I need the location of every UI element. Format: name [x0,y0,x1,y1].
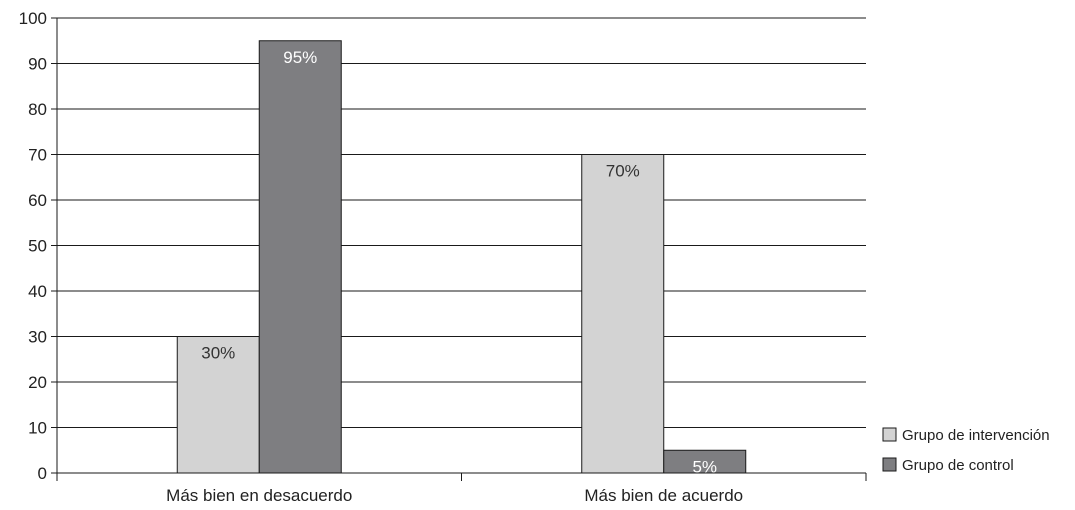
bar [663,449,747,474]
y-tick-label: 70 [28,146,47,165]
y-tick-label: 40 [28,282,47,301]
data-label: 30% [201,344,235,363]
x-category-label: Más bien en desacuerdo [166,486,352,505]
y-tick-label: 10 [28,419,47,438]
legend: Grupo de intervención Grupo de control [882,427,1050,474]
y-tick-label: 80 [28,100,47,119]
data-label: 95% [283,48,317,67]
y-tick-label: 30 [28,328,47,347]
x-category-label: Más bien de acuerdo [584,486,743,505]
y-tick-label: 100 [19,9,47,28]
data-label: 5% [692,457,717,476]
bar [258,40,342,474]
y-tick-label: 60 [28,191,47,210]
data-label: 70% [606,162,640,181]
legend-swatch [882,457,897,472]
y-tick-label: 20 [28,373,47,392]
bars [176,40,747,474]
y-tick-label: 50 [28,237,47,256]
legend-label: Grupo de intervención [902,427,1050,444]
data-labels: 30% 95% 70% 5% [201,48,717,477]
legend-label: Grupo de control [902,457,1014,474]
y-tick-label: 0 [38,464,47,483]
axes: 0 10 20 30 40 50 60 70 80 90 100 Más bien en desacu… [19,9,867,505]
bar [581,154,665,474]
y-tick-label: 90 [28,55,47,74]
bar [176,336,260,474]
legend-swatch [882,427,897,442]
